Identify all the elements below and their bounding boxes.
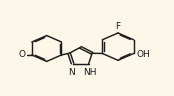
Text: F: F: [115, 22, 121, 31]
Text: O: O: [19, 50, 26, 59]
Text: N: N: [68, 68, 74, 77]
Text: OH: OH: [136, 50, 150, 59]
Text: NH: NH: [83, 68, 97, 77]
